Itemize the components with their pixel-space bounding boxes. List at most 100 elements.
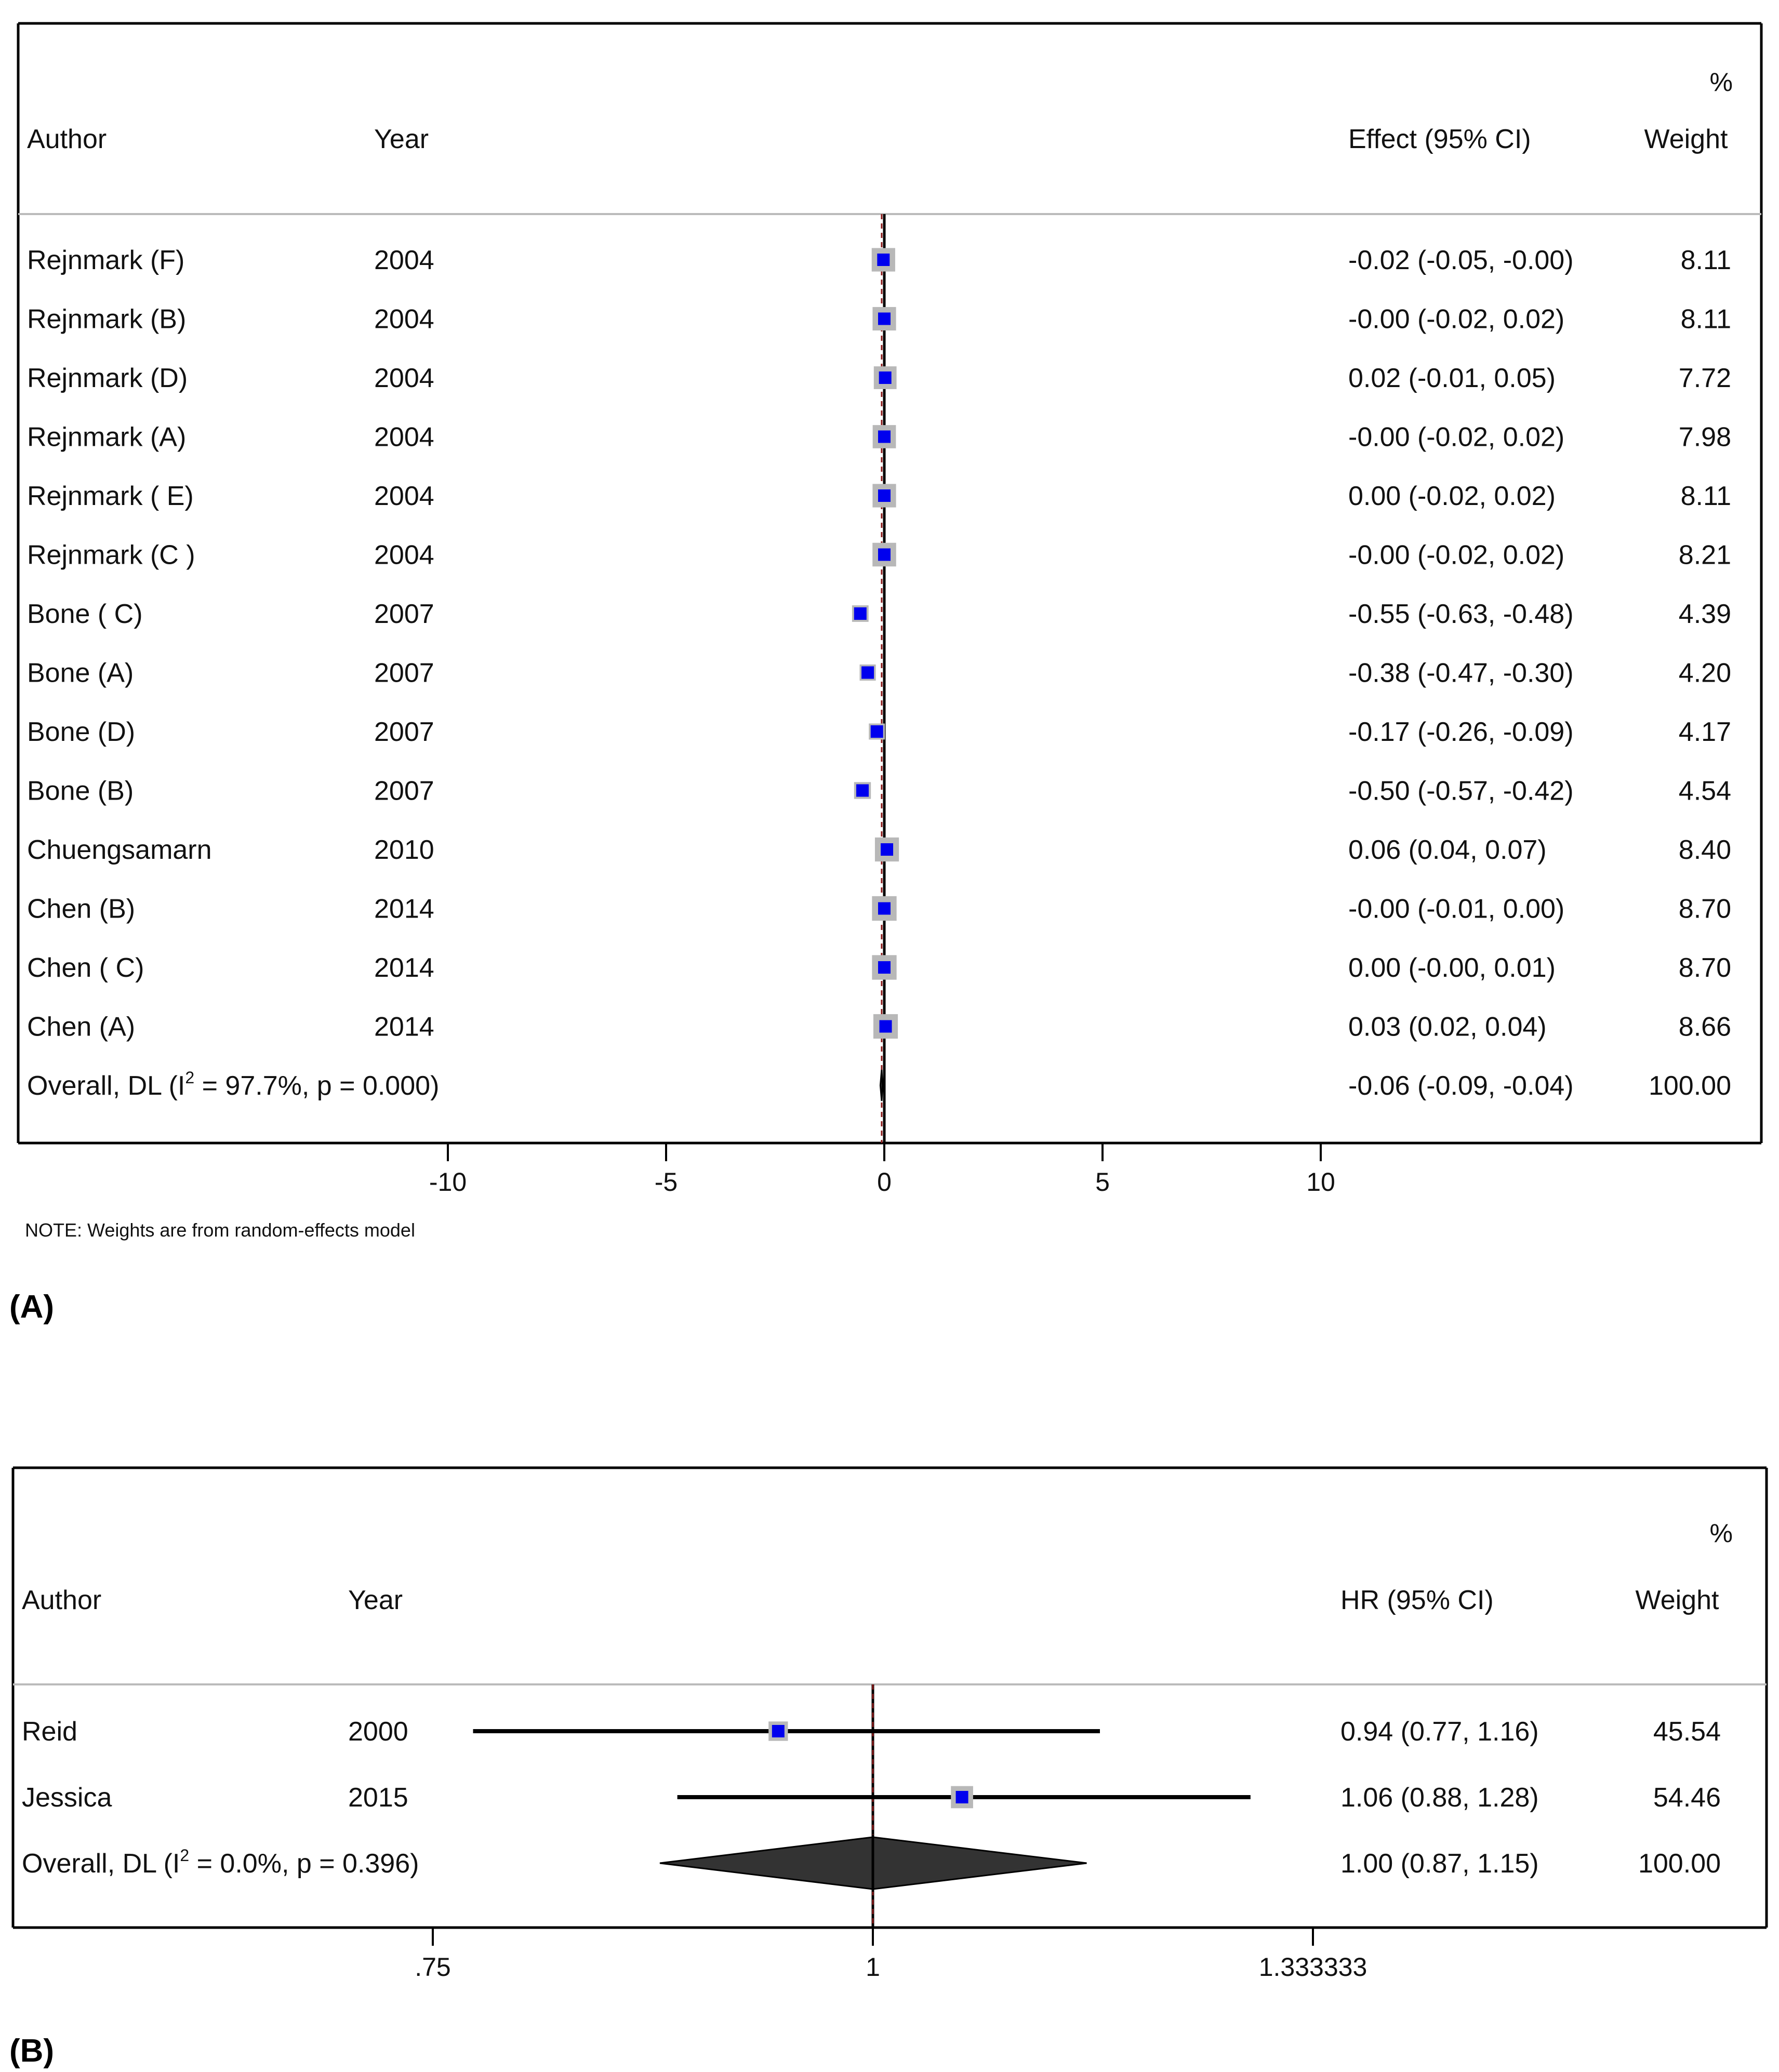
row-ci-label: 0.06 (0.04, 0.07) bbox=[1348, 835, 1547, 865]
x-tick-label: -10 bbox=[429, 1167, 467, 1197]
row-ci-label: 0.00 (-0.02, 0.02) bbox=[1348, 481, 1556, 511]
row-author-label: Chen ( C) bbox=[27, 953, 144, 983]
header-author: Author bbox=[27, 124, 107, 154]
panel-label: (A) bbox=[9, 1289, 54, 1325]
panel-label: (B) bbox=[9, 2033, 54, 2069]
row-weight-label: 7.72 bbox=[1679, 363, 1731, 393]
footnote-weights: NOTE: Weights are from random-effects mo… bbox=[25, 1219, 415, 1241]
row-ci-label: -0.00 (-0.02, 0.02) bbox=[1348, 422, 1564, 453]
point-estimate-marker bbox=[870, 725, 883, 738]
row-author-label: Bone ( C) bbox=[27, 599, 143, 629]
point-estimate-marker bbox=[881, 843, 894, 856]
row-year-label: 2004 bbox=[374, 245, 434, 275]
row-ci-label: -0.02 (-0.05, -0.00) bbox=[1348, 245, 1574, 275]
point-estimate-marker bbox=[878, 548, 891, 561]
row-year-label: 2004 bbox=[374, 363, 434, 393]
x-tick-label: 5 bbox=[1095, 1167, 1110, 1197]
x-tick-label: 1 bbox=[866, 1953, 880, 1982]
forest-plot-panel-a: % Author Year Effect (95% CI) Weight Rejnmark… bbox=[9, 22, 1763, 1325]
row-weight-label: 45.54 bbox=[1653, 1717, 1721, 1747]
overall-weight-label: 100.00 bbox=[1649, 1071, 1731, 1101]
header-weight: Weight bbox=[1636, 1585, 1719, 1615]
row-ci-label: 0.94 (0.77, 1.16) bbox=[1340, 1717, 1539, 1747]
forest-plot-panel-b: % Author Year HR (95% CI) Weight Reid 2000 0.94… bbox=[9, 1466, 1768, 2069]
point-estimate-marker bbox=[854, 607, 867, 620]
row-weight-label: 8.70 bbox=[1679, 894, 1731, 924]
point-estimate-marker bbox=[878, 902, 891, 915]
x-tick-label: 1.333333 bbox=[1259, 1953, 1368, 1982]
row-ci-label: -0.00 (-0.01, 0.00) bbox=[1348, 894, 1564, 924]
row-author-label: Jessica bbox=[22, 1783, 112, 1813]
overall-label: Overall, DL (I2 = 0.0%, p = 0.396) bbox=[22, 1846, 419, 1879]
point-estimate-marker bbox=[877, 254, 890, 266]
row-year-label: 2014 bbox=[374, 953, 434, 983]
header-effect: HR (95% CI) bbox=[1340, 1585, 1494, 1615]
overall-diamond bbox=[879, 1069, 884, 1101]
row-author-label: Rejnmark (D) bbox=[27, 363, 188, 393]
x-tick-label: 10 bbox=[1306, 1167, 1335, 1197]
row-year-label: 2007 bbox=[374, 717, 434, 747]
row-weight-label: 4.54 bbox=[1679, 776, 1731, 806]
row-year-label: 2010 bbox=[374, 835, 434, 865]
point-estimate-marker bbox=[878, 430, 891, 443]
x-tick-label: -5 bbox=[655, 1167, 678, 1197]
row-author-label: Bone (B) bbox=[27, 776, 134, 806]
row-ci-label: -0.38 (-0.47, -0.30) bbox=[1348, 658, 1574, 688]
row-author-label: Rejnmark (F) bbox=[27, 245, 184, 275]
point-estimate-marker bbox=[878, 961, 891, 974]
row-weight-label: 8.40 bbox=[1679, 835, 1731, 865]
row-year-label: 2014 bbox=[374, 1012, 434, 1042]
row-author-label: Rejnmark (A) bbox=[27, 422, 186, 453]
row-weight-label: 4.20 bbox=[1679, 658, 1731, 688]
point-estimate-marker bbox=[878, 312, 891, 325]
row-weight-label: 8.70 bbox=[1679, 953, 1731, 983]
row-ci-label: -0.17 (-0.26, -0.09) bbox=[1348, 717, 1574, 747]
row-ci-label: -0.00 (-0.02, 0.02) bbox=[1348, 540, 1564, 570]
row-ci-label: -0.00 (-0.02, 0.02) bbox=[1348, 304, 1564, 335]
overall-weight-label: 100.00 bbox=[1638, 1849, 1721, 1879]
row-year-label: 2007 bbox=[374, 599, 434, 629]
row-author-label: Chen (B) bbox=[27, 894, 135, 924]
row-weight-label: 7.98 bbox=[1679, 422, 1731, 453]
row-year-label: 2014 bbox=[374, 894, 434, 924]
row-author-label: Rejnmark ( E) bbox=[27, 481, 194, 511]
row-author-label: Rejnmark (B) bbox=[27, 304, 186, 335]
header-year: Year bbox=[374, 124, 429, 154]
row-author-label: Rejnmark (C ) bbox=[27, 540, 195, 570]
row-ci-label: 0.00 (-0.00, 0.01) bbox=[1348, 953, 1556, 983]
row-ci-label: -0.50 (-0.57, -0.42) bbox=[1348, 776, 1574, 806]
row-year-label: 2000 bbox=[348, 1717, 408, 1747]
overall-ci-label: -0.06 (-0.09, -0.04) bbox=[1348, 1071, 1574, 1101]
header-effect: Effect (95% CI) bbox=[1348, 124, 1531, 154]
row-weight-label: 8.11 bbox=[1681, 245, 1731, 275]
row-author-label: Reid bbox=[22, 1717, 77, 1747]
header-weight: Weight bbox=[1644, 124, 1728, 154]
row-ci-label: 0.02 (-0.01, 0.05) bbox=[1348, 363, 1556, 393]
row-weight-label: 4.39 bbox=[1679, 599, 1731, 629]
header-percent-symbol: % bbox=[1710, 1519, 1733, 1548]
row-year-label: 2007 bbox=[374, 658, 434, 688]
header-year: Year bbox=[348, 1585, 403, 1615]
row-year-label: 2004 bbox=[374, 481, 434, 511]
overall-ci-label: 1.00 (0.87, 1.15) bbox=[1340, 1849, 1539, 1879]
point-estimate-marker bbox=[955, 1791, 968, 1803]
row-author-label: Chuengsamarn bbox=[27, 835, 212, 865]
row-weight-label: 8.11 bbox=[1681, 304, 1731, 335]
row-year-label: 2004 bbox=[374, 422, 434, 453]
row-ci-label: 0.03 (0.02, 0.04) bbox=[1348, 1012, 1547, 1042]
point-estimate-marker bbox=[861, 666, 874, 679]
row-author-label: Chen (A) bbox=[27, 1012, 135, 1042]
row-year-label: 2015 bbox=[348, 1783, 408, 1813]
x-tick-label: .75 bbox=[415, 1953, 451, 1982]
point-estimate-marker bbox=[772, 1725, 785, 1737]
row-weight-label: 54.46 bbox=[1653, 1783, 1721, 1813]
overall-label: Overall, DL (I2 = 97.7%, p = 0.000) bbox=[27, 1068, 439, 1101]
row-weight-label: 8.11 bbox=[1681, 481, 1731, 511]
header-author: Author bbox=[22, 1585, 101, 1615]
row-year-label: 2004 bbox=[374, 304, 434, 335]
row-ci-label: 1.06 (0.88, 1.28) bbox=[1340, 1783, 1539, 1813]
row-weight-label: 8.21 bbox=[1679, 540, 1731, 570]
row-author-label: Bone (D) bbox=[27, 717, 135, 747]
row-ci-label: -0.55 (-0.63, -0.48) bbox=[1348, 599, 1574, 629]
row-author-label: Bone (A) bbox=[27, 658, 134, 688]
